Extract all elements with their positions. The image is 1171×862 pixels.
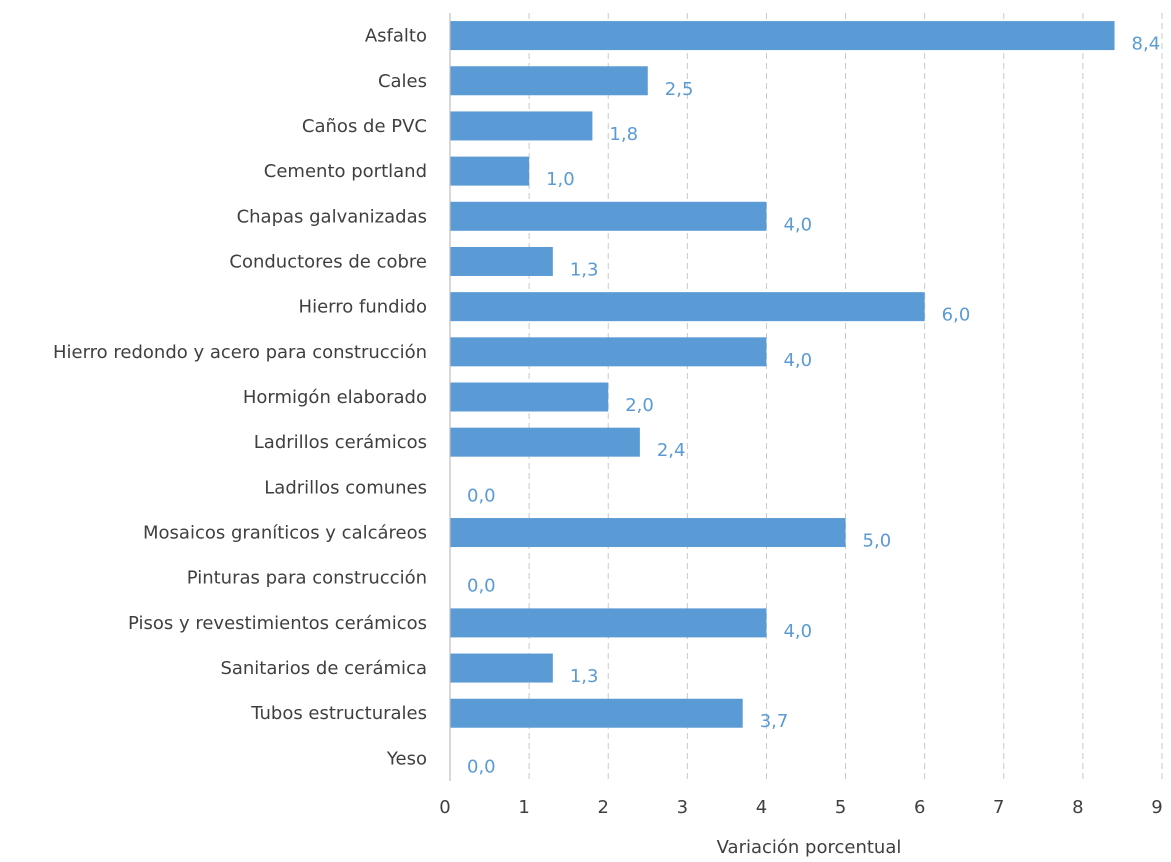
category-label: Cales bbox=[378, 71, 427, 92]
data-label: 2,4 bbox=[657, 440, 686, 461]
data-label: 1,3 bbox=[570, 259, 599, 280]
category-label: Tubos estructurales bbox=[250, 703, 427, 724]
data-label: 1,8 bbox=[609, 124, 638, 145]
category-label: Pinturas para construcción bbox=[187, 568, 427, 589]
category-label: Ladrillos cerámicos bbox=[254, 432, 427, 453]
bar bbox=[450, 156, 530, 186]
x-tick-label: 2 bbox=[597, 797, 608, 818]
x-axis-title: Variación porcentual bbox=[717, 837, 902, 858]
bar bbox=[450, 21, 1115, 51]
x-tick-label: 4 bbox=[756, 797, 767, 818]
category-label: Hierro redondo y acero para construcción bbox=[53, 342, 427, 363]
data-label: 8,4 bbox=[1132, 34, 1161, 55]
category-label: Hierro fundido bbox=[299, 297, 427, 318]
bar bbox=[450, 518, 846, 548]
category-label: Conductores de cobre bbox=[229, 251, 427, 272]
bar bbox=[450, 698, 743, 728]
data-label: 1,3 bbox=[570, 666, 599, 687]
bar bbox=[450, 201, 767, 231]
x-tick-label: 6 bbox=[914, 797, 925, 818]
x-tick-label: 1 bbox=[518, 797, 529, 818]
category-label: Yeso bbox=[386, 748, 427, 769]
data-label: 0,0 bbox=[467, 485, 496, 506]
bar bbox=[450, 66, 648, 96]
x-tick-label: 0 bbox=[439, 797, 450, 818]
bars bbox=[450, 21, 1115, 728]
category-label: Hormigón elaborado bbox=[243, 387, 427, 408]
data-label: 0,0 bbox=[467, 576, 496, 597]
x-tick-label: 7 bbox=[993, 797, 1004, 818]
data-label: 4,0 bbox=[783, 350, 812, 371]
data-label: 4,0 bbox=[783, 621, 812, 642]
data-label: 3,7 bbox=[760, 711, 789, 732]
bar bbox=[450, 292, 925, 322]
category-labels: Asfalto Cales Caños de PVC Cemento portland… bbox=[53, 26, 427, 770]
bar bbox=[450, 382, 609, 412]
data-label: 2,5 bbox=[665, 79, 694, 100]
x-tick-label: 8 bbox=[1072, 797, 1083, 818]
bar bbox=[450, 653, 553, 683]
category-label: Mosaicos graníticos y calcáreos bbox=[143, 523, 427, 544]
category-label: Asfalto bbox=[365, 26, 427, 47]
data-label: 5,0 bbox=[863, 531, 892, 552]
data-label: 4,0 bbox=[783, 214, 812, 235]
bar bbox=[450, 337, 767, 367]
bar bbox=[450, 608, 767, 638]
data-label: 0,0 bbox=[467, 756, 496, 777]
category-label: Caños de PVC bbox=[302, 116, 427, 137]
category-label: Chapas galvanizadas bbox=[237, 206, 427, 227]
data-labels: 8,4 2,5 1,8 1,0 4,0 1,3 6,0 4,0 2,0 2,4 0,0 5,0 0,0 4… bbox=[467, 34, 1160, 778]
x-tick-label: 5 bbox=[835, 797, 846, 818]
x-tick-label: 3 bbox=[677, 797, 688, 818]
data-label: 6,0 bbox=[942, 305, 971, 326]
category-label: Pisos y revestimientos cerámicos bbox=[128, 613, 427, 634]
category-label: Ladrillos comunes bbox=[264, 477, 427, 498]
x-tick-label: 9 bbox=[1151, 797, 1162, 818]
data-label: 2,0 bbox=[625, 395, 654, 416]
category-label: Sanitarios de cerámica bbox=[220, 658, 427, 679]
x-tick-labels: 0 1 2 3 4 5 6 7 8 9 bbox=[439, 797, 1162, 818]
bar bbox=[450, 427, 640, 457]
data-label: 1,0 bbox=[546, 169, 575, 190]
bar bbox=[450, 246, 553, 276]
category-label: Cemento portland bbox=[264, 161, 427, 182]
bar bbox=[450, 111, 593, 141]
